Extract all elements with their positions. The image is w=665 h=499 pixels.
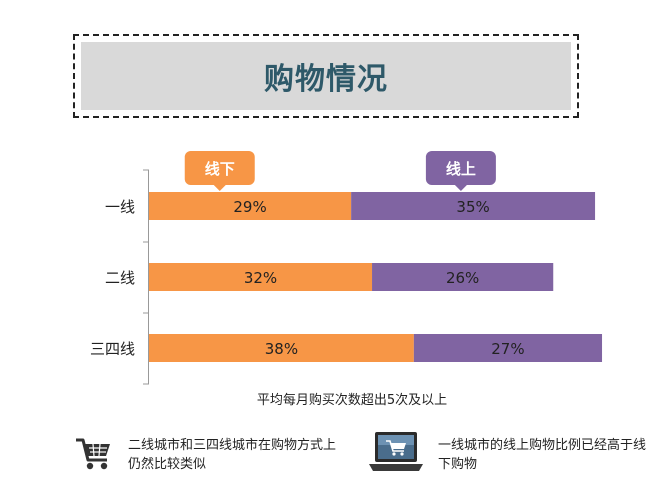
legend-pointer bbox=[213, 185, 226, 191]
laptop-cart-icon bbox=[369, 432, 423, 471]
bar-online bbox=[413, 334, 603, 362]
legend-callout bbox=[184, 151, 255, 185]
title-frame: 购物情况 bbox=[73, 34, 579, 118]
data-label: 29% bbox=[233, 198, 266, 216]
data-label: 26% bbox=[446, 269, 479, 287]
data-label: 32% bbox=[244, 269, 277, 287]
data-label: 35% bbox=[456, 198, 489, 216]
bar-online bbox=[351, 192, 596, 220]
bar-offline bbox=[149, 334, 414, 362]
category-label: 三四线 bbox=[90, 340, 135, 358]
data-label: 27% bbox=[491, 340, 524, 358]
legend-callout bbox=[425, 151, 496, 185]
note-2-text: 一线城市的线上购物比例已经高于线下购物 bbox=[438, 438, 647, 472]
category-label: 二线 bbox=[105, 269, 135, 287]
legend-item-offline: 线下 bbox=[184, 151, 255, 191]
bar-offline bbox=[149, 192, 352, 220]
category-label: 一线 bbox=[105, 198, 135, 216]
data-label: 38% bbox=[265, 340, 298, 358]
x-axis-label: 平均每月购买次数超出5次及以上 bbox=[257, 392, 447, 408]
bar-offline bbox=[149, 263, 373, 291]
title-banner: 购物情况 bbox=[81, 42, 571, 110]
legend-label: 线下 bbox=[205, 160, 235, 178]
shopping-cart-icon bbox=[76, 438, 110, 470]
legend-label: 线上 bbox=[446, 160, 476, 178]
legend-item-online: 线上 bbox=[425, 151, 496, 191]
bar-online bbox=[372, 263, 554, 291]
legend-pointer bbox=[454, 185, 467, 191]
note-1-text: 二线城市和三四线城市在购物方式上仍然比较类似 bbox=[128, 438, 337, 472]
page-title: 购物情况 bbox=[264, 62, 388, 97]
